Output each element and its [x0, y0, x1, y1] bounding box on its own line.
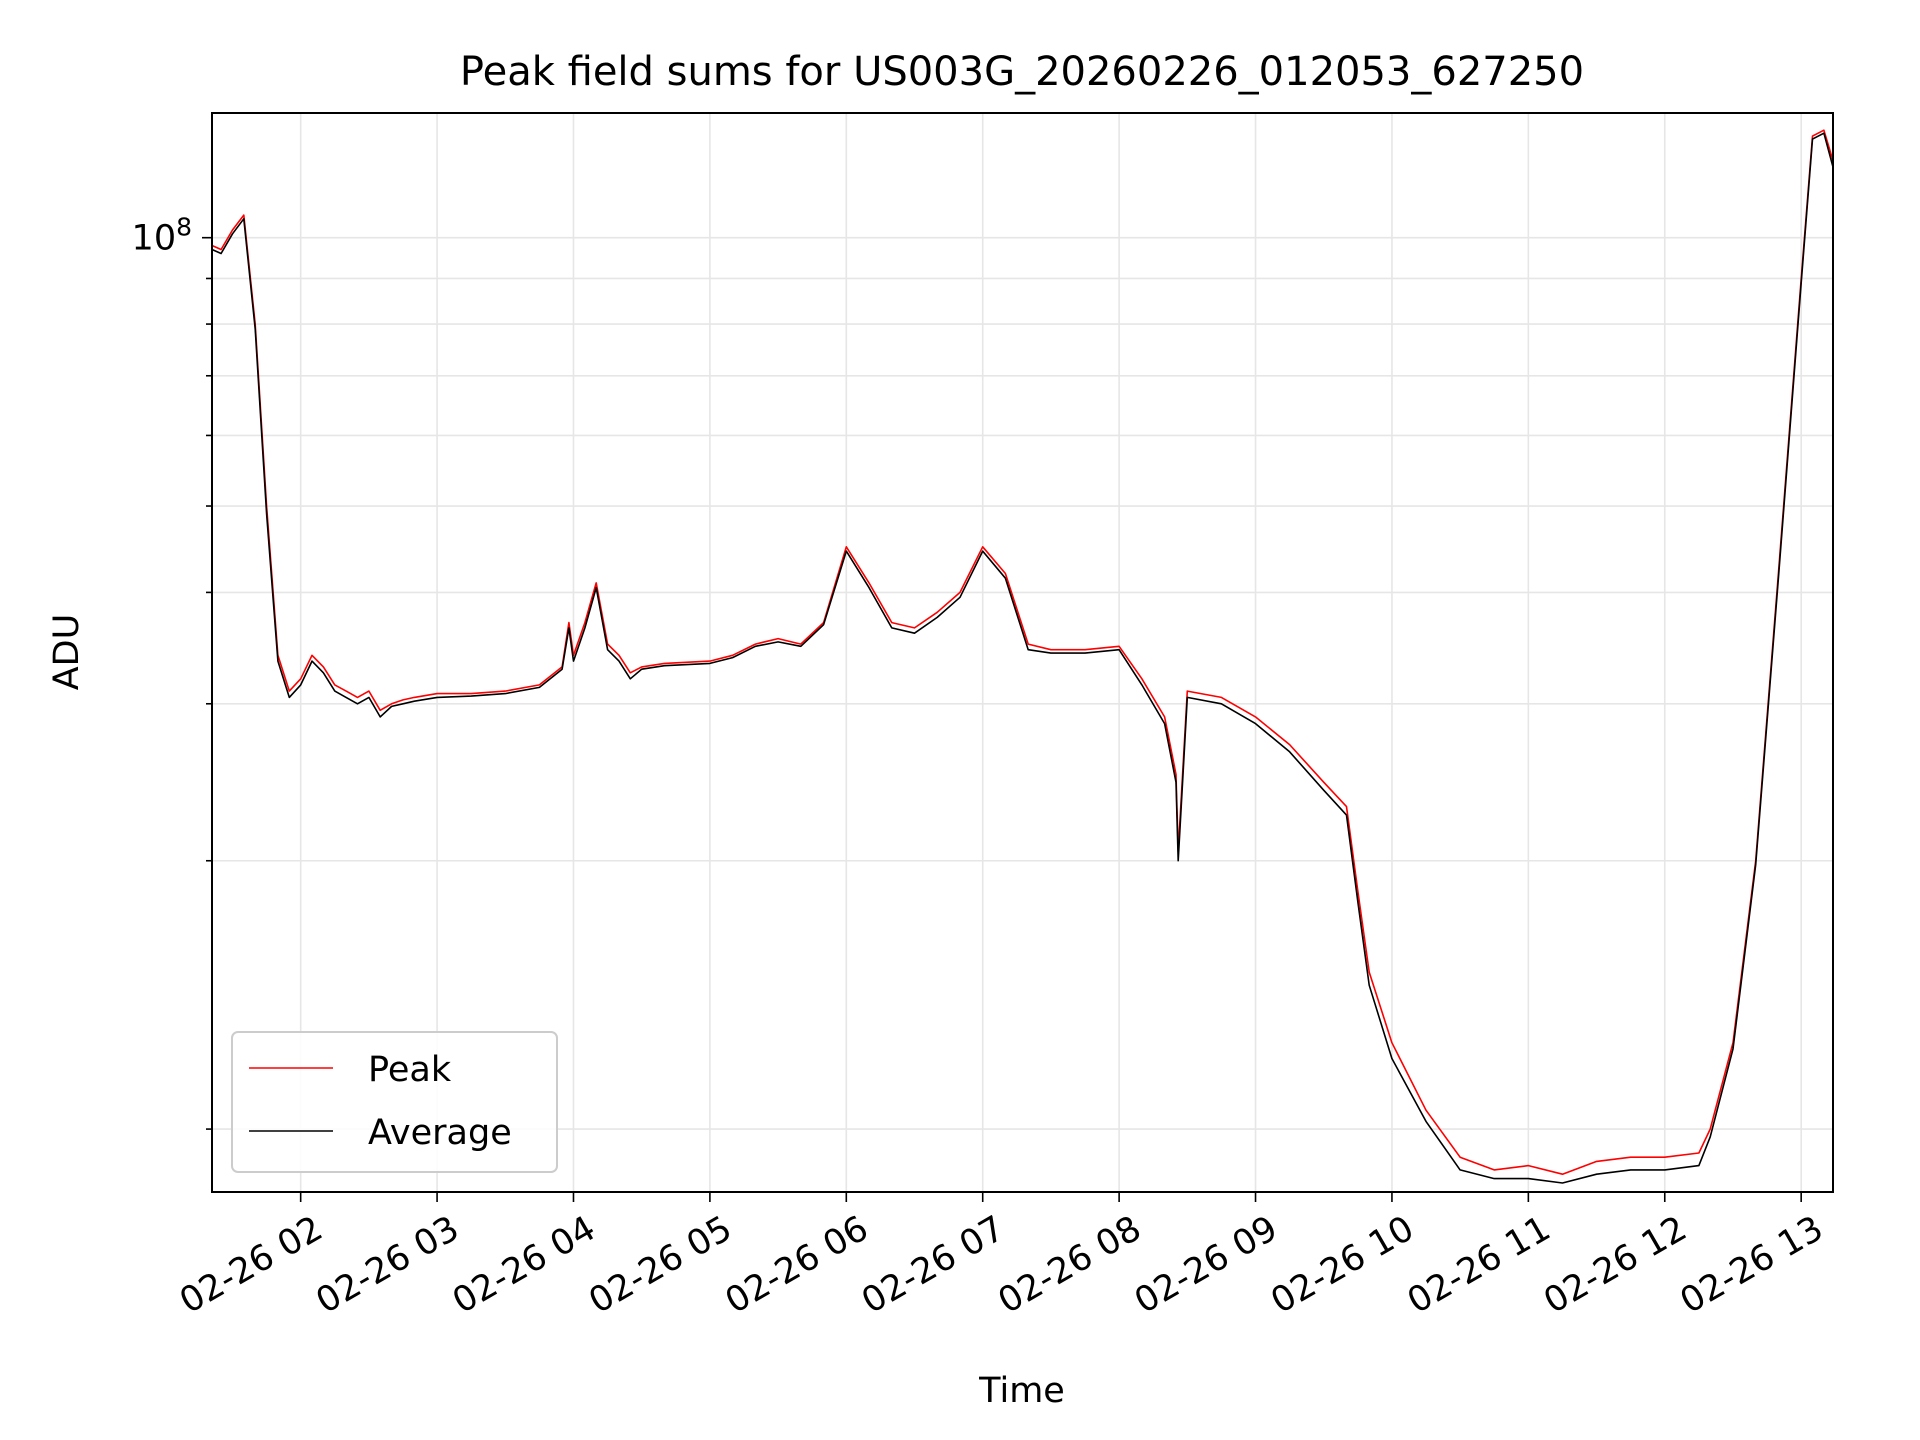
plot-frame — [211, 112, 1834, 1193]
grid — [212, 113, 1833, 1192]
legend-label-average: Average — [368, 1113, 512, 1153]
x-axis-label: Time — [978, 1371, 1065, 1411]
chart-title: Peak field sums for US003G_20260226_0120… — [460, 49, 1584, 95]
y-axis-label: ADU — [47, 614, 87, 691]
y-tick-label: 108 — [132, 213, 192, 259]
plot-series — [211, 129, 1834, 1184]
legend-box — [231, 1031, 558, 1173]
legend-label-peak: Peak — [368, 1050, 452, 1090]
series-line-peak — [211, 129, 1834, 1175]
series-line-average — [211, 132, 1834, 1184]
legend: Peak Average — [231, 1031, 558, 1173]
